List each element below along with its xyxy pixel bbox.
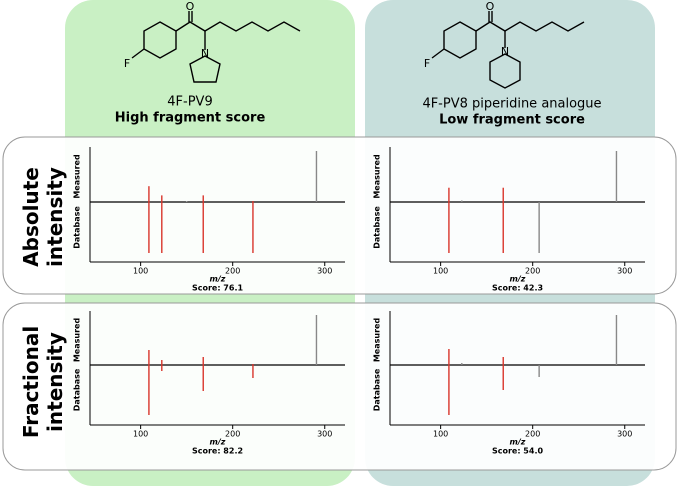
y-axis-label: Database xyxy=(73,206,82,249)
atom-label: F xyxy=(124,57,130,70)
x-tick-label: 300 xyxy=(617,430,632,439)
x-tick-label: 100 xyxy=(133,430,148,439)
score: Score: 76.1 xyxy=(192,284,244,293)
row-panel xyxy=(2,302,677,471)
y-axis-label: Measured xyxy=(373,318,382,363)
x-tick-label: 300 xyxy=(317,267,332,276)
x-tick-label: 300 xyxy=(317,430,332,439)
score: Score: 42.3 xyxy=(492,284,543,293)
atom-label: F xyxy=(424,57,430,70)
molecule-left xyxy=(131,11,301,83)
row-label: Absolute intensity xyxy=(19,167,67,267)
compound-score: High fragment score xyxy=(115,111,266,126)
y-axis-label: Measured xyxy=(373,154,382,199)
row-panel xyxy=(2,136,677,295)
x-tick-label: 200 xyxy=(225,430,240,439)
y-axis-label: Database xyxy=(373,368,382,411)
x-tick-label: 100 xyxy=(433,430,448,439)
compound-score: Low fragment score xyxy=(439,113,585,128)
row-label: Fractional intensity xyxy=(19,325,67,439)
score: Score: 54.0 xyxy=(492,447,544,456)
compound-name: 4F-PV9 xyxy=(167,95,212,110)
x-tick-label: 200 xyxy=(525,430,540,439)
atom-label: N xyxy=(201,47,209,60)
score: Score: 82.2 xyxy=(192,447,243,456)
atom-label: O xyxy=(486,0,495,13)
y-axis-label: Measured xyxy=(73,318,82,363)
y-axis-label: Database xyxy=(373,206,382,249)
x-axis-label: m/z xyxy=(510,275,526,284)
x-tick-label: 200 xyxy=(525,267,540,276)
compound-name: 4F-PV8 piperidine analogue xyxy=(422,97,601,112)
atom-label: N xyxy=(501,45,509,58)
y-axis-label: Database xyxy=(73,368,82,411)
x-tick-label: 100 xyxy=(433,267,448,276)
x-axis-label: m/z xyxy=(210,438,226,447)
y-axis-label: Measured xyxy=(73,154,82,199)
x-axis-label: m/z xyxy=(510,438,526,447)
x-tick-label: 200 xyxy=(225,267,240,276)
x-tick-label: 100 xyxy=(133,267,148,276)
molecule-right xyxy=(431,11,585,89)
x-axis-label: m/z xyxy=(210,275,226,284)
x-tick-label: 300 xyxy=(617,267,632,276)
atom-label: O xyxy=(186,0,195,13)
